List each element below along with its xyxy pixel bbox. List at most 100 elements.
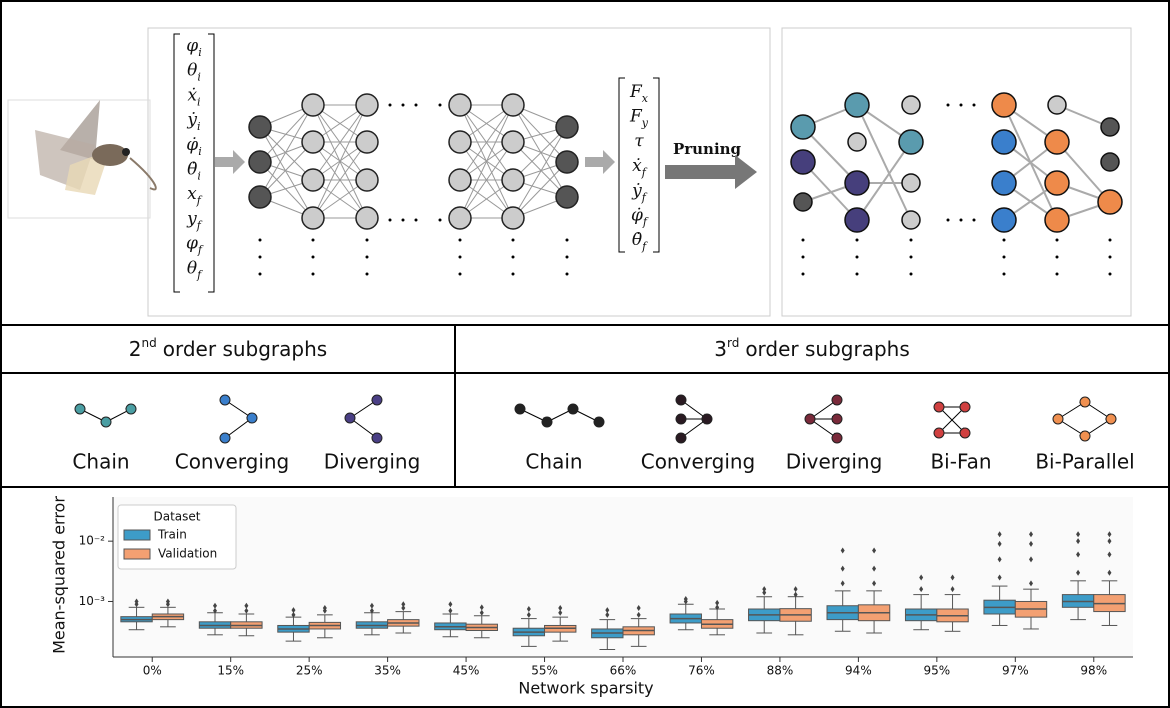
- vector-entry: ẏi: [186, 110, 200, 133]
- motif-label: Converging: [641, 450, 756, 474]
- motif-node: [960, 402, 970, 412]
- motif-node: [126, 404, 136, 414]
- dot: [802, 256, 805, 259]
- neuron: [845, 171, 869, 195]
- neuron: [356, 169, 378, 191]
- neuron: [449, 131, 471, 153]
- neuron: [356, 94, 378, 116]
- pruned-panel: [782, 28, 1131, 316]
- dot: [947, 219, 950, 222]
- legend-label: Train: [157, 528, 187, 542]
- figure: Pruning 2ndorder subgraphs 3rdorder subg…: [0, 0, 1170, 708]
- dot: [389, 104, 392, 107]
- symbol: φ: [186, 233, 198, 253]
- dot: [1003, 239, 1006, 242]
- neuron: [845, 93, 869, 117]
- motif-node: [542, 417, 552, 427]
- neuron: [556, 116, 578, 138]
- motif-label: Diverging: [324, 450, 421, 474]
- vector-entry: φf: [186, 233, 204, 256]
- neuron: [902, 96, 920, 114]
- motif-node: [934, 428, 944, 438]
- motif-node: [1080, 397, 1090, 407]
- vector-entry: θi: [187, 60, 201, 83]
- dot: [1109, 273, 1112, 276]
- vector-entry: φ̇i: [186, 134, 201, 157]
- symbol: x: [187, 184, 197, 204]
- x-tick-label: 45%: [453, 664, 480, 678]
- x-tick-label: 66%: [610, 664, 637, 678]
- y-tick-label: 10⁻²: [79, 534, 106, 548]
- neuron: [1045, 208, 1069, 232]
- motif-node: [832, 414, 842, 424]
- vector-entry: ẏf: [631, 180, 648, 203]
- neuron: [556, 186, 578, 208]
- x-tick-label: 0%: [143, 664, 162, 678]
- symbol: φ: [186, 36, 198, 56]
- dot: [259, 273, 262, 276]
- dot: [415, 104, 418, 107]
- dot: [459, 239, 462, 242]
- dot: [312, 256, 315, 259]
- dot: [910, 273, 913, 276]
- symbol: φ̇: [186, 134, 198, 154]
- subscript: f: [196, 194, 203, 207]
- neuron: [449, 169, 471, 191]
- neuron: [899, 130, 923, 154]
- pruning-arrow: [665, 155, 757, 189]
- motif-node: [568, 404, 578, 414]
- neuron: [992, 93, 1016, 117]
- dot: [366, 239, 369, 242]
- subscript: i: [197, 120, 201, 133]
- vector-entry: φ̇f: [631, 205, 649, 228]
- motif-node: [515, 404, 525, 414]
- motif-node: [960, 428, 970, 438]
- vector-entry: ẋf: [632, 156, 648, 179]
- symbol: ẏ: [186, 110, 197, 130]
- networks: [249, 93, 1122, 276]
- dot: [312, 239, 315, 242]
- neuron: [449, 94, 471, 116]
- y-tick-label: 10⁻³: [79, 594, 106, 608]
- neuron: [1048, 96, 1066, 114]
- motif-node: [676, 414, 686, 424]
- vector-entry: Fx: [629, 82, 649, 105]
- neuron: [356, 131, 378, 153]
- motif-node: [832, 395, 842, 405]
- dot: [802, 273, 805, 276]
- symbol: θ: [187, 258, 197, 278]
- x-tick-label: 88%: [767, 664, 794, 678]
- dot: [910, 239, 913, 242]
- dot: [566, 239, 569, 242]
- motif-node: [220, 395, 230, 405]
- neuron: [791, 150, 815, 174]
- dot: [402, 219, 405, 222]
- subscript: f: [196, 268, 203, 281]
- symbol: ẋ: [632, 156, 642, 176]
- neuron: [302, 169, 324, 191]
- motif-node: [594, 417, 604, 427]
- vector-entry: Fy: [629, 106, 649, 129]
- motif-node: [702, 414, 712, 424]
- vector-entry: θf: [187, 258, 203, 281]
- dot: [415, 219, 418, 222]
- neuron: [302, 131, 324, 153]
- dot: [802, 239, 805, 242]
- motif-node: [1080, 431, 1090, 441]
- dot: [459, 256, 462, 259]
- motif-label: Bi-Fan: [930, 450, 991, 474]
- motif-node: [1106, 414, 1116, 424]
- x-tick-label: 97%: [1002, 664, 1029, 678]
- neuron: [992, 130, 1016, 154]
- neuron: [502, 207, 524, 229]
- motif-node: [372, 395, 382, 405]
- dot: [512, 256, 515, 259]
- subscript: f: [641, 240, 648, 253]
- x-tick-label: 55%: [531, 664, 558, 678]
- dot: [259, 256, 262, 259]
- motif-label: Converging: [175, 450, 290, 474]
- arrow: [585, 150, 615, 174]
- subscript: i: [197, 70, 201, 83]
- dot: [566, 273, 569, 276]
